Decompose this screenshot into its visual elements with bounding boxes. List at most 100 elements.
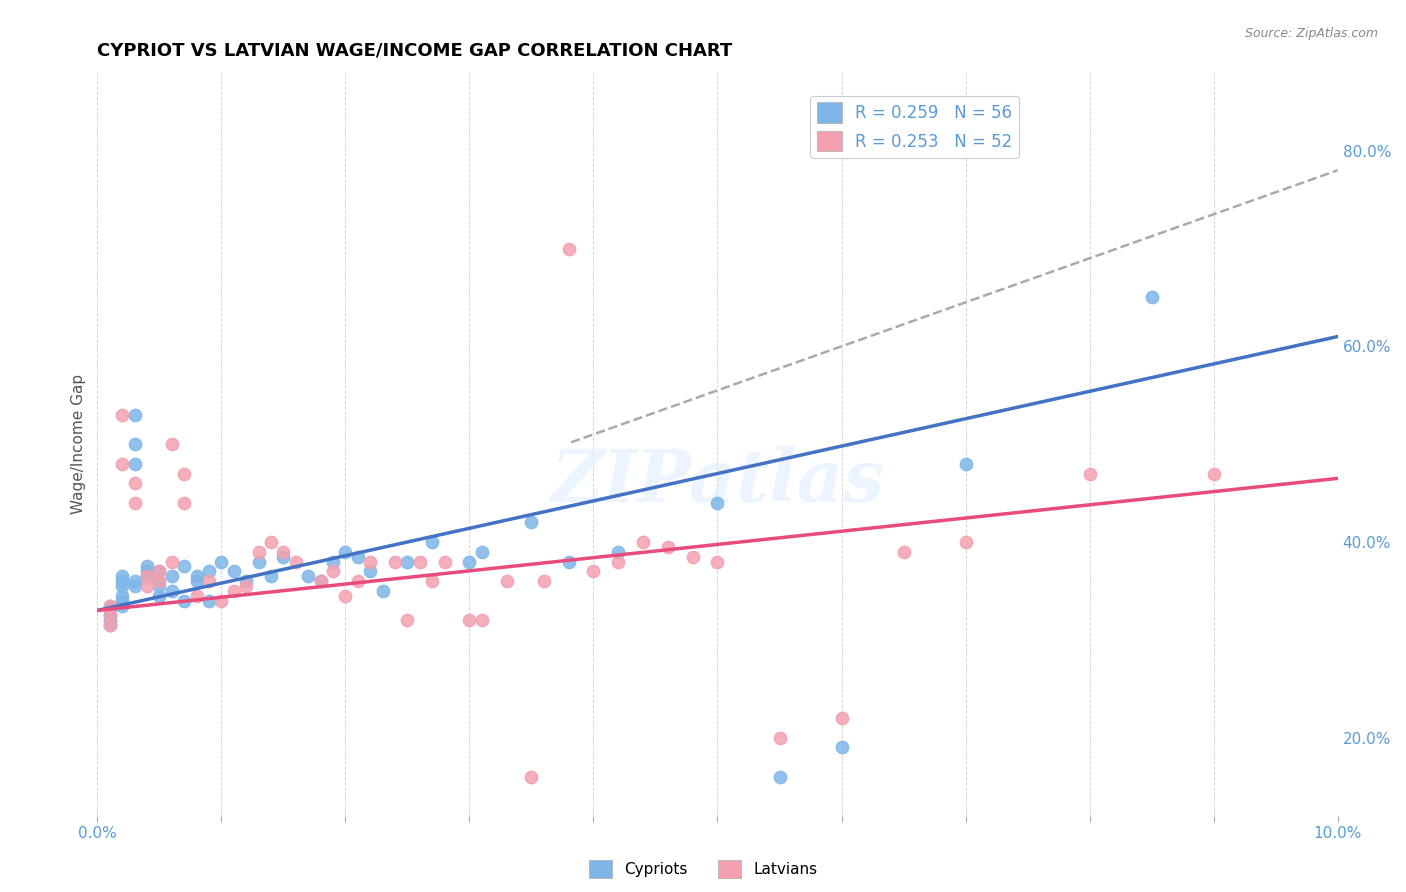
- Point: [160, 437, 183, 451]
- Point: [98, 608, 121, 623]
- Point: [173, 559, 195, 574]
- Point: [98, 599, 121, 613]
- Point: [309, 574, 332, 588]
- Point: [173, 593, 195, 607]
- Point: [831, 711, 853, 725]
- Point: [124, 574, 146, 588]
- Point: [359, 555, 381, 569]
- Text: ZIPatlas: ZIPatlas: [550, 446, 884, 516]
- Point: [371, 583, 394, 598]
- Point: [148, 574, 170, 588]
- Point: [520, 516, 543, 530]
- Point: [98, 618, 121, 632]
- Point: [322, 555, 344, 569]
- Point: [260, 535, 283, 549]
- Point: [111, 574, 134, 588]
- Point: [557, 555, 579, 569]
- Point: [98, 603, 121, 617]
- Y-axis label: Wage/Income Gap: Wage/Income Gap: [72, 374, 86, 514]
- Point: [420, 574, 443, 588]
- Point: [955, 457, 977, 471]
- Point: [335, 589, 357, 603]
- Point: [198, 593, 221, 607]
- Point: [186, 569, 208, 583]
- Point: [124, 457, 146, 471]
- Legend: R = 0.259   N = 56, R = 0.253   N = 52: R = 0.259 N = 56, R = 0.253 N = 52: [810, 95, 1019, 158]
- Point: [284, 555, 307, 569]
- Point: [198, 574, 221, 588]
- Point: [111, 569, 134, 583]
- Point: [222, 565, 245, 579]
- Point: [273, 545, 295, 559]
- Text: Source: ZipAtlas.com: Source: ZipAtlas.com: [1244, 27, 1378, 40]
- Point: [136, 579, 159, 593]
- Point: [557, 242, 579, 256]
- Point: [273, 549, 295, 564]
- Point: [148, 565, 170, 579]
- Point: [1202, 467, 1225, 481]
- Point: [124, 437, 146, 451]
- Point: [136, 569, 159, 583]
- Point: [831, 740, 853, 755]
- Point: [346, 574, 368, 588]
- Point: [148, 565, 170, 579]
- Point: [247, 555, 270, 569]
- Legend: Cypriots, Latvians: Cypriots, Latvians: [582, 854, 824, 884]
- Point: [160, 583, 183, 598]
- Point: [111, 593, 134, 607]
- Point: [495, 574, 517, 588]
- Point: [893, 545, 915, 559]
- Point: [198, 565, 221, 579]
- Point: [209, 593, 232, 607]
- Point: [955, 535, 977, 549]
- Point: [160, 569, 183, 583]
- Point: [706, 555, 728, 569]
- Point: [173, 496, 195, 510]
- Point: [309, 574, 332, 588]
- Point: [222, 583, 245, 598]
- Point: [396, 613, 419, 627]
- Point: [98, 599, 121, 613]
- Point: [706, 496, 728, 510]
- Point: [682, 549, 704, 564]
- Point: [111, 599, 134, 613]
- Point: [335, 545, 357, 559]
- Point: [148, 589, 170, 603]
- Point: [607, 555, 630, 569]
- Point: [346, 549, 368, 564]
- Point: [209, 555, 232, 569]
- Point: [98, 618, 121, 632]
- Point: [136, 565, 159, 579]
- Point: [409, 555, 432, 569]
- Point: [420, 535, 443, 549]
- Point: [471, 613, 494, 627]
- Point: [384, 555, 406, 569]
- Point: [458, 555, 481, 569]
- Point: [111, 457, 134, 471]
- Point: [235, 579, 257, 593]
- Point: [111, 579, 134, 593]
- Point: [359, 565, 381, 579]
- Point: [160, 555, 183, 569]
- Point: [657, 540, 679, 554]
- Point: [322, 565, 344, 579]
- Point: [235, 574, 257, 588]
- Point: [111, 589, 134, 603]
- Point: [98, 608, 121, 623]
- Point: [136, 569, 159, 583]
- Point: [186, 574, 208, 588]
- Point: [297, 569, 319, 583]
- Point: [124, 408, 146, 422]
- Point: [631, 535, 654, 549]
- Point: [607, 545, 630, 559]
- Point: [186, 589, 208, 603]
- Point: [124, 476, 146, 491]
- Point: [1078, 467, 1101, 481]
- Point: [768, 731, 790, 745]
- Point: [124, 579, 146, 593]
- Point: [471, 545, 494, 559]
- Point: [533, 574, 555, 588]
- Point: [396, 555, 419, 569]
- Point: [1140, 290, 1163, 304]
- Text: CYPRIOT VS LATVIAN WAGE/INCOME GAP CORRELATION CHART: CYPRIOT VS LATVIAN WAGE/INCOME GAP CORRE…: [97, 42, 733, 60]
